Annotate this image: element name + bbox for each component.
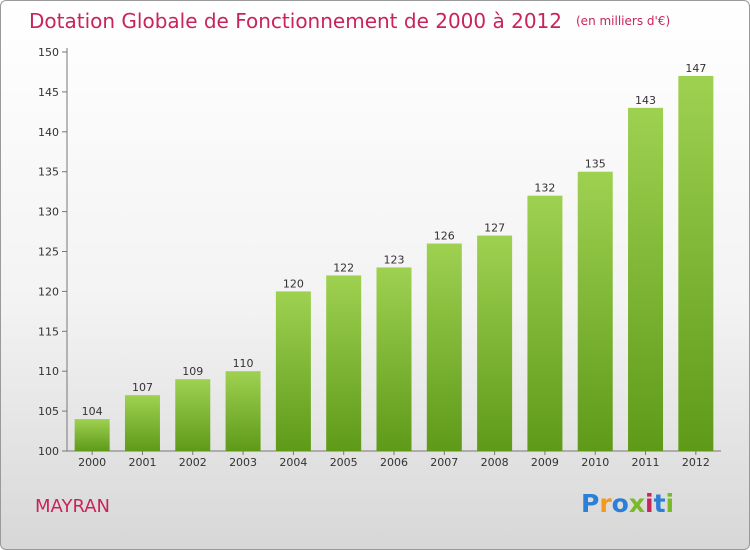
data-label: 104 (82, 405, 103, 418)
proxiti-logo: Proxiti (581, 489, 674, 518)
logo-letter: P (581, 489, 600, 518)
chart-subtitle: (en milliers d'€) (576, 14, 671, 28)
chart-title: Dotation Globale de Fonctionnement de 20… (29, 9, 562, 33)
bar (628, 107, 664, 452)
bar (426, 243, 462, 451)
bar (678, 75, 714, 451)
bar (376, 267, 412, 451)
y-tick-label: 130 (38, 206, 59, 219)
logo-letter: o (611, 489, 629, 518)
data-label: 135 (585, 158, 606, 171)
logo-letter: i (665, 489, 675, 518)
data-label: 123 (384, 253, 405, 266)
axes: 100 105 110 115 120 125 130 135 140 145 150 (38, 46, 721, 458)
logo-letter: t (653, 489, 666, 518)
y-tick-label: 135 (38, 166, 59, 179)
bar (225, 371, 261, 451)
y-tick-label: 100 (38, 445, 59, 458)
x-tick-label: 2005 (330, 456, 358, 469)
bar (74, 419, 110, 451)
data-label: 147 (685, 62, 706, 75)
title-line: Dotation Globale de Fonctionnement de 20… (29, 9, 670, 33)
data-label: 126 (434, 230, 455, 243)
y-tick-label: 110 (38, 365, 59, 378)
data-label: 127 (484, 222, 505, 235)
bar (326, 275, 362, 451)
x-tick-label: 2001 (128, 456, 156, 469)
bar (275, 291, 311, 451)
x-tick-label: 2006 (380, 456, 408, 469)
bars (74, 75, 714, 452)
x-tick-label: 2002 (179, 456, 207, 469)
data-label: 109 (182, 365, 203, 378)
x-tick-label: 2000 (78, 456, 106, 469)
bar (175, 379, 211, 451)
x-tick-label: 2010 (581, 456, 609, 469)
commune-name: MAYRAN (35, 496, 110, 517)
bar (124, 395, 160, 451)
bar (527, 195, 563, 451)
x-tick-label: 2003 (229, 456, 257, 469)
data-label: 110 (233, 357, 254, 370)
x-tick-label: 2004 (279, 456, 307, 469)
data-label: 120 (283, 277, 304, 290)
logo-letter: x (628, 489, 645, 518)
data-label: 107 (132, 381, 153, 394)
y-tick-label: 105 (38, 405, 59, 418)
x-tick-label: 2007 (430, 456, 458, 469)
x-tick-label: 2011 (632, 456, 660, 469)
y-tick-label: 150 (38, 46, 59, 59)
logo-letter: i (645, 489, 654, 518)
y-tick-label: 140 (38, 126, 59, 139)
logo-letter: r (599, 489, 612, 518)
bar (477, 235, 513, 451)
y-tick-label: 145 (38, 86, 59, 99)
y-tick-label: 115 (38, 325, 59, 338)
data-label: 122 (333, 261, 354, 274)
x-tick-label: 2009 (531, 456, 559, 469)
data-label: 132 (534, 182, 555, 195)
y-tick-label: 120 (38, 285, 59, 298)
x-tick-label: 2012 (682, 456, 710, 469)
labels: 2000 104 2001 107 2002 109 2003 110 2004 120 2005 1… (78, 62, 710, 469)
data-label: 143 (635, 94, 656, 107)
x-tick-label: 2008 (481, 456, 509, 469)
bar (577, 171, 613, 451)
y-tick-label: 125 (38, 246, 59, 259)
